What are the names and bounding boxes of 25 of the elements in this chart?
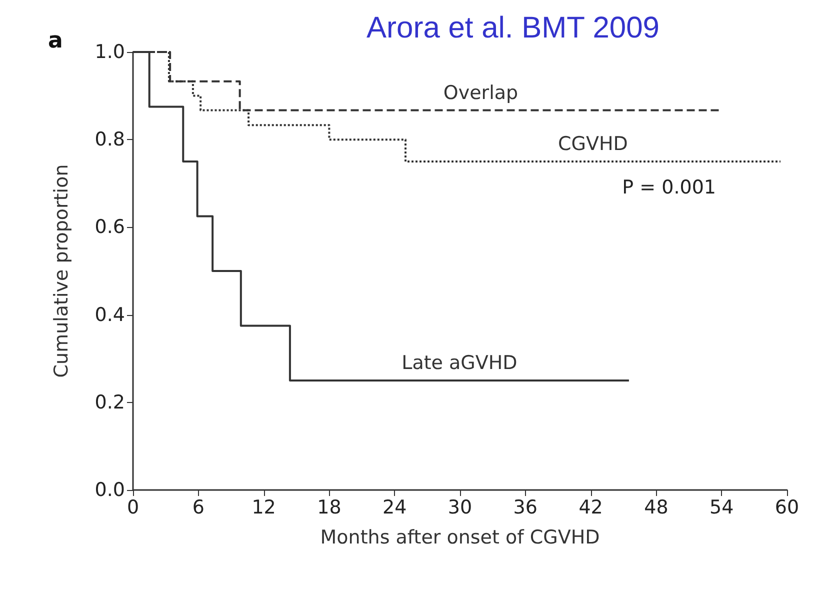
x-tick-label: 36 <box>513 496 538 518</box>
x-tick-label: 30 <box>448 496 472 518</box>
series-label: Overlap <box>443 82 518 104</box>
x-tick-label: 18 <box>317 496 342 518</box>
x-tick-label: 54 <box>710 496 734 518</box>
text: a <box>48 28 63 54</box>
y-tick-label: 0.0 <box>94 479 125 501</box>
y-tick-label: 0.6 <box>94 216 125 238</box>
y-axis-title: Cumulative proportion <box>50 164 72 378</box>
series-label: CGVHD <box>558 133 628 155</box>
x-tick-label: 6 <box>192 496 204 518</box>
x-tick-label: 24 <box>382 496 407 518</box>
x-tick-label: 0 <box>126 496 140 518</box>
series-label: Late aGVHD <box>402 352 518 374</box>
x-tick-label: 12 <box>252 496 276 518</box>
y-tick-label: 0.4 <box>94 304 125 326</box>
x-axis-title: Months after onset of CGVHD <box>320 526 600 548</box>
y-tick-label: 0.8 <box>94 128 125 151</box>
x-tick-label: 48 <box>644 496 668 518</box>
y-tick-label: 1.0 <box>94 41 125 63</box>
chart-title: Arora et al. BMT 2009 <box>366 12 660 44</box>
annotation: P = 0.001 <box>622 176 716 198</box>
x-tick-label: 42 <box>578 496 603 518</box>
y-tick-label: 0.2 <box>94 391 125 414</box>
x-tick-label: 60 <box>774 496 800 518</box>
